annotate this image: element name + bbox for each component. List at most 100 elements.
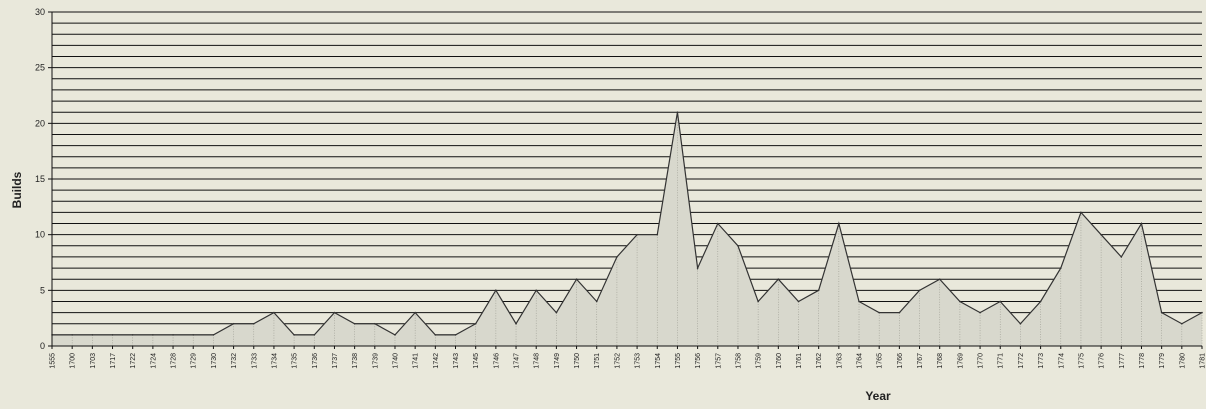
data-point — [454, 334, 457, 336]
data-point — [716, 222, 719, 225]
data-point — [595, 300, 598, 303]
data-point — [1160, 311, 1163, 314]
x-tick-label: 1555 — [50, 353, 57, 369]
data-point — [192, 334, 195, 336]
x-tick-label: 1743 — [453, 353, 460, 369]
data-point — [918, 289, 921, 292]
x-tick-label: 1756 — [695, 353, 702, 369]
data-point — [1019, 322, 1022, 325]
data-point — [898, 311, 901, 314]
y-tick-label: 5 — [40, 285, 45, 295]
x-tick-label: 1738 — [352, 353, 359, 369]
grid-lines — [52, 11, 1202, 336]
data-point — [757, 300, 759, 303]
data-point — [676, 111, 679, 113]
x-tick-label: 1772 — [1018, 353, 1025, 369]
data-point — [1140, 222, 1143, 225]
area-fill — [52, 112, 1202, 346]
data-point — [777, 278, 780, 281]
data-point — [979, 311, 981, 314]
x-tick-label: 1773 — [1038, 353, 1045, 369]
x-tick-label: 1766 — [897, 353, 904, 369]
data-point — [938, 278, 941, 281]
series-line — [52, 112, 1203, 336]
data-point — [696, 267, 699, 269]
x-tick-label: 1730 — [211, 353, 218, 369]
data-point — [374, 322, 376, 325]
x-tick-label: 1776 — [1099, 353, 1106, 369]
data-point — [737, 245, 739, 247]
data-point — [1059, 267, 1062, 269]
x-tick-label: 1736 — [312, 353, 319, 369]
x-tick-label: 1754 — [655, 353, 662, 369]
data-point — [273, 311, 275, 314]
x-tick-label: 1722 — [130, 353, 137, 369]
data-point — [232, 322, 235, 325]
x-tick-label: 1765 — [877, 353, 884, 369]
x-tick-label: 1760 — [776, 353, 783, 369]
x-tick-label: 1778 — [1139, 353, 1146, 369]
data-point — [515, 322, 517, 325]
data-point — [394, 334, 396, 336]
data-point — [999, 300, 1002, 303]
area-series — [51, 111, 1203, 346]
x-tick-label: 1734 — [271, 353, 278, 369]
x-tick-label: 1728 — [171, 353, 178, 369]
x-axis-label: Year — [865, 389, 891, 403]
y-tick-label: 25 — [35, 63, 45, 73]
x-tick-label: 1741 — [413, 353, 420, 369]
data-point — [293, 334, 295, 336]
x-tick-label: 1770 — [978, 353, 985, 369]
y-tick-label: 0 — [40, 341, 45, 351]
y-tick-label: 30 — [35, 7, 45, 17]
x-tick-label: 1751 — [594, 353, 601, 369]
data-point — [1080, 211, 1082, 214]
x-tick-label: 1749 — [554, 353, 561, 369]
x-tick-label: 1768 — [937, 353, 944, 369]
y-axis-label: Builds — [10, 171, 24, 208]
x-tick-label: 1746 — [493, 353, 500, 369]
data-point — [858, 300, 860, 303]
data-point — [1181, 322, 1183, 325]
x-tick-label: 1700 — [70, 353, 77, 369]
data-point — [474, 322, 477, 325]
data-point — [1120, 256, 1123, 258]
axes: 0 5 10 15 20 25 30 1555 1700 1703 1717 1722 1724 1728… — [35, 7, 1206, 369]
x-tick-label: 1759 — [756, 353, 763, 369]
x-tick-label: 1752 — [614, 353, 621, 369]
data-point — [353, 322, 356, 325]
data-point — [152, 334, 154, 336]
data-point — [878, 311, 880, 314]
x-tick-label: 1763 — [836, 353, 843, 369]
x-tick-label: 1740 — [392, 353, 399, 369]
data-point — [817, 289, 820, 292]
data-point — [555, 311, 558, 314]
data-point — [838, 222, 840, 225]
x-tick-label: 1703 — [90, 353, 97, 369]
x-tick-label: 1758 — [735, 353, 742, 369]
data-point — [71, 334, 73, 336]
data-point — [797, 300, 800, 303]
data-point — [495, 289, 497, 292]
data-point — [575, 278, 578, 281]
x-tick-label: 1781 — [1200, 353, 1206, 369]
data-point — [1201, 311, 1203, 314]
data-point — [959, 300, 961, 303]
data-point — [1100, 233, 1102, 236]
y-tick-label: 20 — [35, 118, 45, 128]
data-point — [252, 322, 255, 325]
x-tick-label: 1762 — [816, 353, 823, 369]
x-tick-label: 1733 — [251, 353, 258, 369]
x-tick-label: 1755 — [675, 353, 682, 369]
data-point — [111, 334, 114, 336]
x-tick-label: 1771 — [998, 353, 1005, 369]
data-point — [333, 311, 336, 314]
x-tick-label: 1732 — [231, 353, 238, 369]
data-point — [414, 311, 416, 314]
x-tick-label: 1779 — [1159, 353, 1166, 369]
x-tick-label: 1775 — [1078, 353, 1085, 369]
y-tick-label: 10 — [35, 230, 45, 240]
x-tick-label: 1747 — [514, 353, 521, 369]
data-point — [131, 334, 134, 336]
